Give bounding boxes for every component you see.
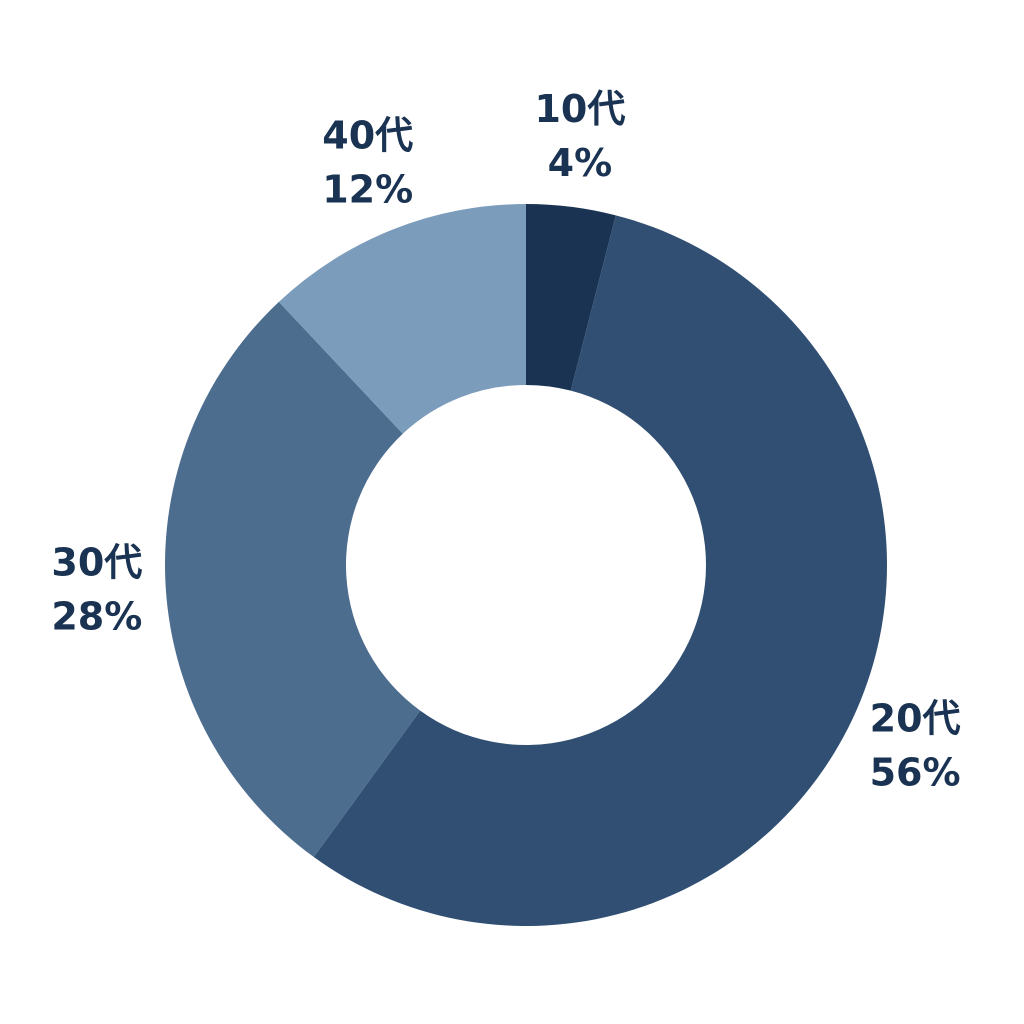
- donut-slice: [313, 215, 887, 926]
- slice-value-label: 56%: [870, 751, 961, 795]
- slice-category-label: 10代: [534, 87, 625, 131]
- slice-category-label: 20代: [870, 697, 961, 741]
- slice-category-label: 30代: [51, 540, 142, 584]
- donut-slice: [526, 204, 616, 391]
- slice-value-label: 4%: [548, 141, 613, 185]
- slice-value-label: 28%: [51, 594, 142, 638]
- slice-value-label: 12%: [322, 168, 413, 212]
- donut-slice: [164, 301, 421, 858]
- donut-slice: [278, 204, 526, 434]
- slice-category-label: 40代: [322, 114, 413, 158]
